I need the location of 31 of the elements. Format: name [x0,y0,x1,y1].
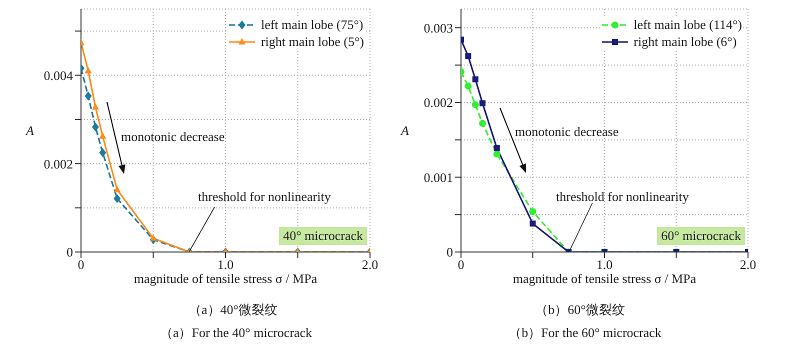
y-tick-label: 0.001 [424,170,453,185]
x-tick-label: 0 [78,257,84,272]
annotation: monotonic decrease [121,129,225,145]
x-axis-title: magnitude of tensile stress σ / MPa [132,271,318,287]
y-tick-label: 0.004 [44,68,74,83]
x-axis-title: magnitude of tensile stress σ / MPa [512,271,698,287]
x-tick-label: 1.0 [596,257,613,272]
text: （a）40°微裂纹 [188,302,278,318]
y-tick-label: 0 [446,244,453,260]
text: （b）For the 60° microcrack [508,325,662,341]
annotation: threshold for nonlinearity [556,189,689,205]
annotation: 60° microcrack [657,227,745,245]
y-tick-label: 0.002 [424,95,453,110]
y-axis-title: A [401,122,409,138]
legend-label: right main lobe (6°) [634,34,737,50]
y-tick-label: 0 [66,244,73,260]
legend-label: left main lobe (114°) [634,16,742,32]
text: （a）For the 40° microcrack [158,325,314,341]
y-tick-label: 0.002 [44,156,73,172]
legend-label: right main lobe (5°) [260,34,364,50]
y-tick-label: 0.003 [424,20,453,36]
x-tick-label: 0 [458,257,464,272]
legend-label: left main lobe (75°) [260,16,364,32]
text: （b）60°微裂纹 [534,302,626,318]
annotation: monotonic decrease [515,124,619,140]
x-tick-label: 2.0 [740,257,756,272]
annotation: threshold for nonlinearity [198,189,331,205]
annotation: 40° microcrack [279,227,367,245]
y-axis-title: A [26,122,34,138]
x-tick-label: 1.0 [217,257,234,272]
x-tick-label: 2.0 [362,257,378,272]
